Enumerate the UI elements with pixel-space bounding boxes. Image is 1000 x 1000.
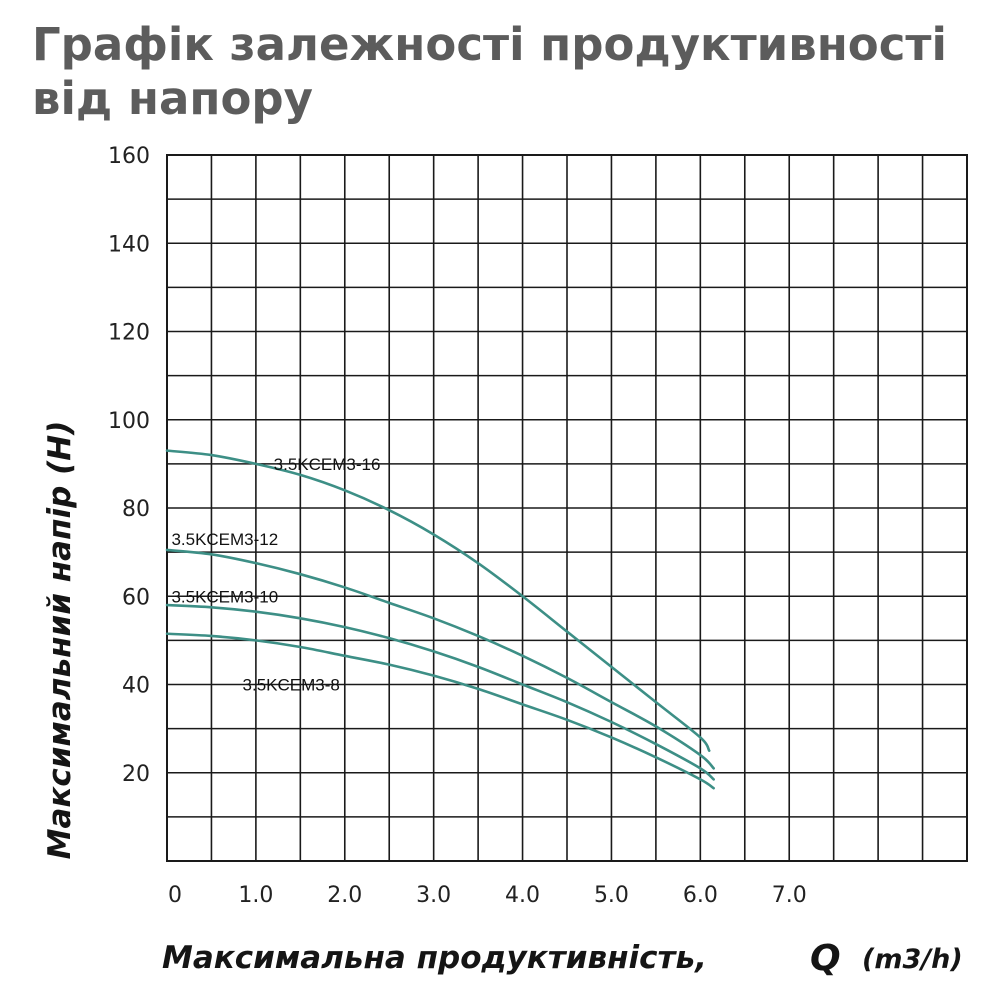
x-tick-label-4: 4.0 — [505, 883, 540, 908]
x-axis-ticks: 0 1.0 2.0 3.0 4.0 5.0 6.0 7.0 — [168, 883, 807, 908]
series-label-3: 3.5KCEM3-8 — [243, 676, 340, 695]
y-tick-label-2: 60 — [122, 585, 150, 610]
x-tick-label-0: 0 — [168, 883, 182, 908]
series-label-0: 3.5KCEM3-16 — [274, 455, 381, 474]
x-axis-symbol: Q — [810, 938, 841, 979]
series-curves — [165, 449, 715, 790]
x-tick-label-7: 7.0 — [772, 883, 807, 908]
x-tick-label-1: 1.0 — [238, 883, 273, 908]
series-line-2 — [165, 603, 715, 781]
series-line-0 — [165, 449, 711, 752]
y-axis-ticks: 20 40 60 80 100 120 140 160 — [108, 144, 150, 787]
x-tick-label-6: 6.0 — [683, 883, 718, 908]
y-tick-label-4: 100 — [108, 409, 150, 434]
plot-frame — [166, 154, 968, 862]
y-tick-label-0: 20 — [122, 762, 150, 787]
y-tick-label-7: 160 — [108, 144, 150, 169]
x-axis-unit: (m3/h) — [862, 944, 963, 975]
grid — [167, 155, 967, 861]
y-tick-label-1: 40 — [122, 674, 150, 699]
y-axis-title: Максимальний напір (H) — [42, 421, 78, 860]
y-tick-label-6: 140 — [108, 232, 150, 257]
x-tick-label-5: 5.0 — [594, 883, 629, 908]
x-tick-label-3: 3.0 — [416, 883, 451, 908]
x-axis-title: Максимальна продуктивність, — [162, 940, 707, 976]
x-tick-label-2: 2.0 — [327, 883, 362, 908]
series-line-1 — [165, 548, 715, 770]
series-label-1: 3.5KCEM3-12 — [171, 530, 278, 549]
series-label-2: 3.5KCEM3-10 — [171, 587, 278, 606]
y-tick-label-3: 80 — [122, 497, 150, 522]
y-tick-label-5: 120 — [108, 321, 150, 346]
series-line-3 — [165, 632, 715, 790]
series-labels: 3.5KCEM3-16 3.5KCEM3-12 3.5KCEM3-10 3.5KCEM… — [171, 455, 380, 695]
chart-title: Графік залежності продуктивності від нап… — [32, 18, 947, 125]
